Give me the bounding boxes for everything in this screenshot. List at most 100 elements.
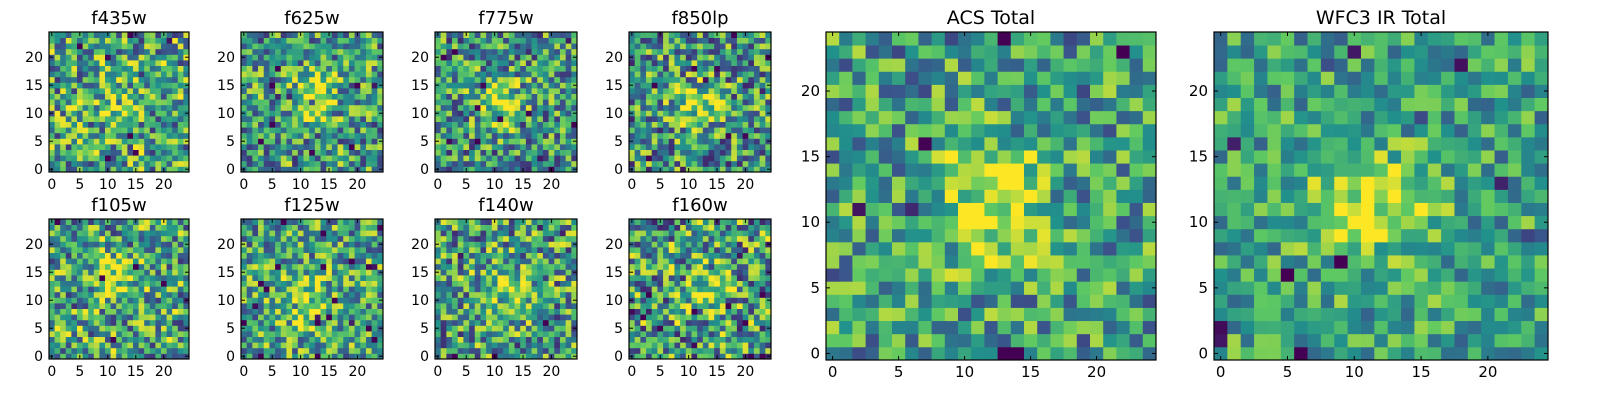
heatmap-cell xyxy=(446,110,453,117)
heatmap-cell xyxy=(269,235,276,242)
heatmap-cell xyxy=(280,127,287,134)
heatmap-cell xyxy=(331,32,338,38)
heatmap-cell xyxy=(269,160,276,167)
heatmap-cell xyxy=(542,127,549,134)
heatmap-cell xyxy=(105,252,111,259)
heatmap-cell xyxy=(651,297,658,304)
heatmap-cell xyxy=(554,263,561,270)
heatmap-cell xyxy=(138,155,145,162)
heatmap-cell xyxy=(99,303,106,309)
heatmap-cell xyxy=(77,308,83,315)
heatmap-cell xyxy=(166,297,173,304)
heatmap-cell xyxy=(292,303,299,309)
heatmap-cell xyxy=(155,76,162,83)
heatmap-cell xyxy=(166,247,173,253)
heatmap-cell xyxy=(702,76,709,83)
heatmap-cell xyxy=(252,37,259,44)
heatmap-cell xyxy=(463,230,470,237)
heatmap-cell xyxy=(469,110,476,117)
heatmap-cell xyxy=(725,347,732,354)
heatmap-cell xyxy=(275,138,282,145)
heatmap-cell xyxy=(343,43,350,50)
heatmap-cell xyxy=(99,138,106,145)
heatmap-cell xyxy=(634,342,641,349)
heatmap-cell xyxy=(297,160,304,167)
heatmap-cell xyxy=(337,149,344,156)
heatmap-cell xyxy=(469,258,476,265)
heatmap-cell xyxy=(314,48,321,55)
heatmap-cell xyxy=(269,308,276,315)
heatmap-cell xyxy=(503,252,510,259)
heatmap-cell xyxy=(548,336,555,343)
heatmap-cell xyxy=(565,224,572,231)
heatmap-cell xyxy=(309,54,316,61)
heatmap-cell xyxy=(531,160,538,167)
heatmap-cell xyxy=(674,286,681,293)
heatmap-cell xyxy=(725,286,732,293)
heatmap-cell xyxy=(697,60,704,66)
heatmap-cell xyxy=(155,297,162,304)
heatmap-cell xyxy=(360,224,367,231)
heatmap-cell xyxy=(177,241,184,248)
heatmap-cell xyxy=(331,93,338,100)
heatmap-cell xyxy=(719,116,726,122)
heatmap-cell xyxy=(365,65,373,72)
heatmap-cell xyxy=(138,280,145,287)
heatmap-cell xyxy=(320,54,327,61)
heatmap-cell xyxy=(457,275,464,281)
heatmap-cell xyxy=(71,263,78,270)
heatmap-cell xyxy=(503,308,510,315)
heatmap-cell xyxy=(731,144,738,150)
heatmap-cell xyxy=(736,353,743,360)
heatmap-cell xyxy=(331,336,338,343)
heatmap-cell xyxy=(674,32,681,38)
heatmap-cell xyxy=(144,269,151,276)
heatmap-cell xyxy=(252,88,259,94)
heatmap-cell xyxy=(565,132,572,139)
heatmap-cell xyxy=(280,241,287,248)
heatmap-cell xyxy=(668,132,675,139)
heatmap-cell xyxy=(491,60,498,66)
heatmap-cell xyxy=(457,347,464,354)
heatmap-cell xyxy=(520,230,527,237)
heatmap-cell xyxy=(765,71,772,78)
heatmap-cell xyxy=(71,275,78,281)
heatmap-cell xyxy=(748,336,755,343)
heatmap-cell xyxy=(725,43,732,50)
heatmap-cell xyxy=(514,43,521,50)
heatmap-cell xyxy=(463,314,470,321)
heatmap-cell xyxy=(241,104,248,111)
heatmap-cell xyxy=(371,144,378,150)
heatmap-cell xyxy=(241,48,248,55)
heatmap-cell xyxy=(457,303,464,309)
heatmap-cell xyxy=(77,336,83,343)
heatmap-cell xyxy=(155,121,162,128)
heatmap-cell xyxy=(246,247,253,253)
heatmap-cell xyxy=(514,230,521,237)
heatmap-cell xyxy=(759,88,766,94)
heatmap-cell xyxy=(172,76,179,83)
heatmap-cell xyxy=(354,331,361,337)
x-tick-label: 5 xyxy=(656,177,665,193)
heatmap-cell xyxy=(121,219,128,225)
heatmap-cell xyxy=(286,252,293,259)
heatmap-cell xyxy=(60,88,67,94)
heatmap-cell xyxy=(343,60,350,66)
heatmap-cell xyxy=(548,110,555,117)
heatmap-cell xyxy=(348,76,355,83)
heatmap-cell xyxy=(714,127,721,134)
heatmap-cell xyxy=(663,93,670,100)
heatmap-cell xyxy=(725,331,732,337)
heatmap-cell xyxy=(514,132,521,139)
heatmap-cell xyxy=(514,241,521,248)
heatmap-cell xyxy=(702,121,709,128)
heatmap-cell xyxy=(303,160,310,167)
heatmap-cell xyxy=(49,280,55,287)
heatmap-cell xyxy=(65,99,72,106)
heatmap-cell xyxy=(314,336,321,343)
heatmap-cell xyxy=(486,71,493,78)
heatmap-cell xyxy=(440,241,447,248)
heatmap-cell xyxy=(309,104,316,111)
heatmap-cell xyxy=(525,219,532,225)
heatmap-cell xyxy=(691,291,698,298)
